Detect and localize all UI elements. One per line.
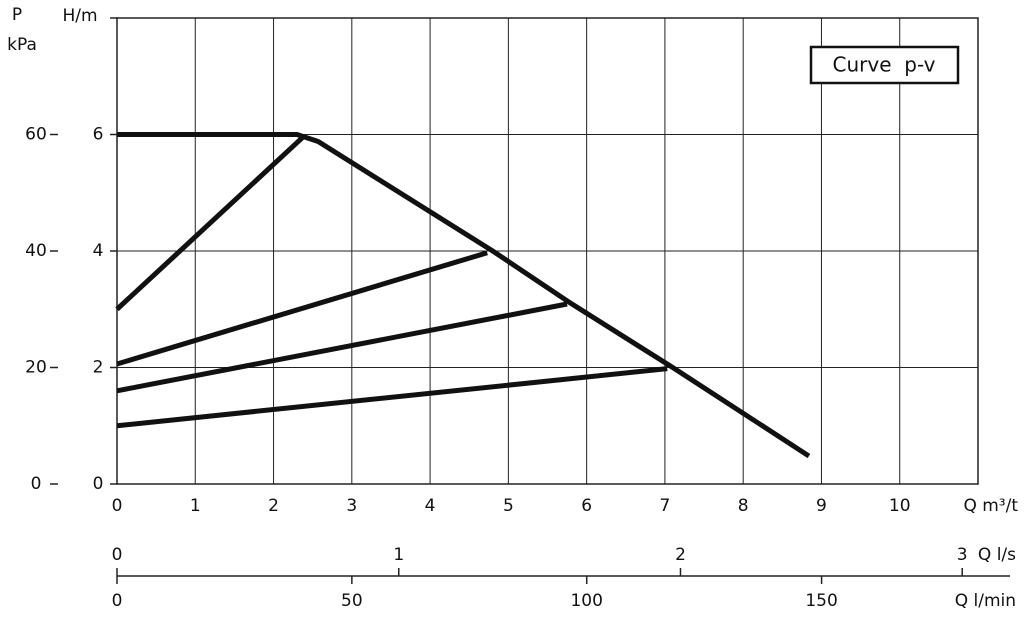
x-tick-label: 6 [581, 496, 592, 516]
y2-tick-label: 0 [31, 474, 42, 494]
x-tick-label: 4 [425, 496, 436, 516]
x-tick-label: 3 [346, 496, 357, 516]
secondary-tick-label: 100 [570, 591, 602, 611]
curve [116, 366, 668, 429]
x-tick-label: 7 [659, 496, 670, 516]
secondary-tick-label: 0 [112, 591, 123, 611]
x-tick-label: 2 [268, 496, 279, 516]
x-tick-label: 9 [816, 496, 827, 516]
secondary-axis-label: Q l/min [955, 591, 1016, 611]
y-tick-label: 4 [93, 241, 104, 261]
y2-tick-label: 40 [25, 241, 47, 261]
x-tick-label: 5 [503, 496, 514, 516]
secondary-tick-label: 150 [805, 591, 837, 611]
y-tick-label: 6 [93, 125, 104, 145]
x-tick-label: 0 [112, 496, 123, 516]
secondary-axis-label: Q l/s [978, 545, 1016, 565]
y-tick-label: 0 [93, 474, 104, 494]
curve [116, 250, 488, 367]
x-label: Q m³/t [963, 496, 1018, 516]
y2-tick-label: 20 [25, 358, 47, 378]
annotation-box [809, 45, 960, 85]
y-label: H/m [62, 6, 97, 26]
x-tick-label: 10 [889, 496, 911, 516]
curve [117, 132, 811, 459]
y2-unit: kPa [7, 35, 37, 55]
plot-frame [116, 17, 979, 485]
y2-tick-label: 60 [25, 125, 47, 145]
secondary-tick-label: 1 [393, 545, 404, 565]
y2-label: P [12, 5, 22, 25]
secondary-tick-label: 3 [957, 545, 968, 565]
annotation: Curve p-v [833, 53, 936, 77]
secondary-tick-label: 50 [341, 591, 363, 611]
curve [116, 301, 568, 394]
secondary-tick-label: 0 [112, 545, 123, 565]
x-tick-label: 1 [190, 496, 201, 516]
y-tick-label: 2 [93, 358, 104, 378]
secondary-tick-label: 2 [675, 545, 686, 565]
curve [115, 134, 305, 312]
x-tick-label: 8 [738, 496, 749, 516]
